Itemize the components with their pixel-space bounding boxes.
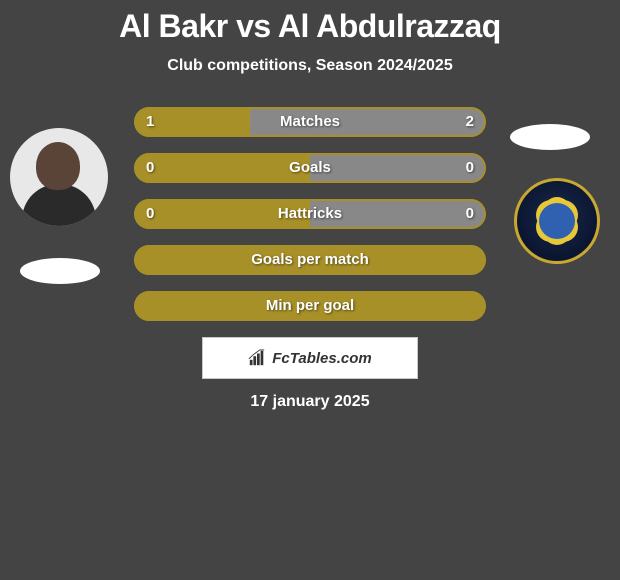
page-title: Al Bakr vs Al Abdulrazzaq bbox=[0, 8, 620, 45]
comparison-card: Al Bakr vs Al Abdulrazzaq Club competiti… bbox=[0, 0, 620, 411]
stat-value-right: 0 bbox=[466, 153, 474, 183]
watermark-text: FcTables.com bbox=[272, 350, 371, 367]
stat-row-matches: 1 Matches 2 bbox=[134, 107, 486, 137]
stat-row-goals: 0 Goals 0 bbox=[134, 153, 486, 183]
stat-row-goals-per-match: Goals per match bbox=[134, 245, 486, 275]
player-right-club-badge bbox=[514, 178, 600, 264]
player-left-flag bbox=[20, 258, 100, 284]
stat-row-hattricks: 0 Hattricks 0 bbox=[134, 199, 486, 229]
player-left-avatar bbox=[10, 128, 108, 226]
stat-label: Min per goal bbox=[134, 291, 486, 321]
stat-label: Goals bbox=[134, 153, 486, 183]
bar-chart-icon bbox=[248, 349, 266, 367]
stats-area: 1 Matches 2 0 Goals 0 0 Hattricks 0 bbox=[134, 107, 486, 321]
subtitle: Club competitions, Season 2024/2025 bbox=[0, 57, 620, 75]
stat-value-right: 2 bbox=[466, 107, 474, 137]
stat-value-right: 0 bbox=[466, 199, 474, 229]
stat-label: Matches bbox=[134, 107, 486, 137]
date-label: 17 january 2025 bbox=[0, 393, 620, 411]
player-right-flag bbox=[510, 124, 590, 150]
stat-label: Goals per match bbox=[134, 245, 486, 275]
watermark-badge: FcTables.com bbox=[202, 337, 418, 379]
stat-label: Hattricks bbox=[134, 199, 486, 229]
stat-row-min-per-goal: Min per goal bbox=[134, 291, 486, 321]
